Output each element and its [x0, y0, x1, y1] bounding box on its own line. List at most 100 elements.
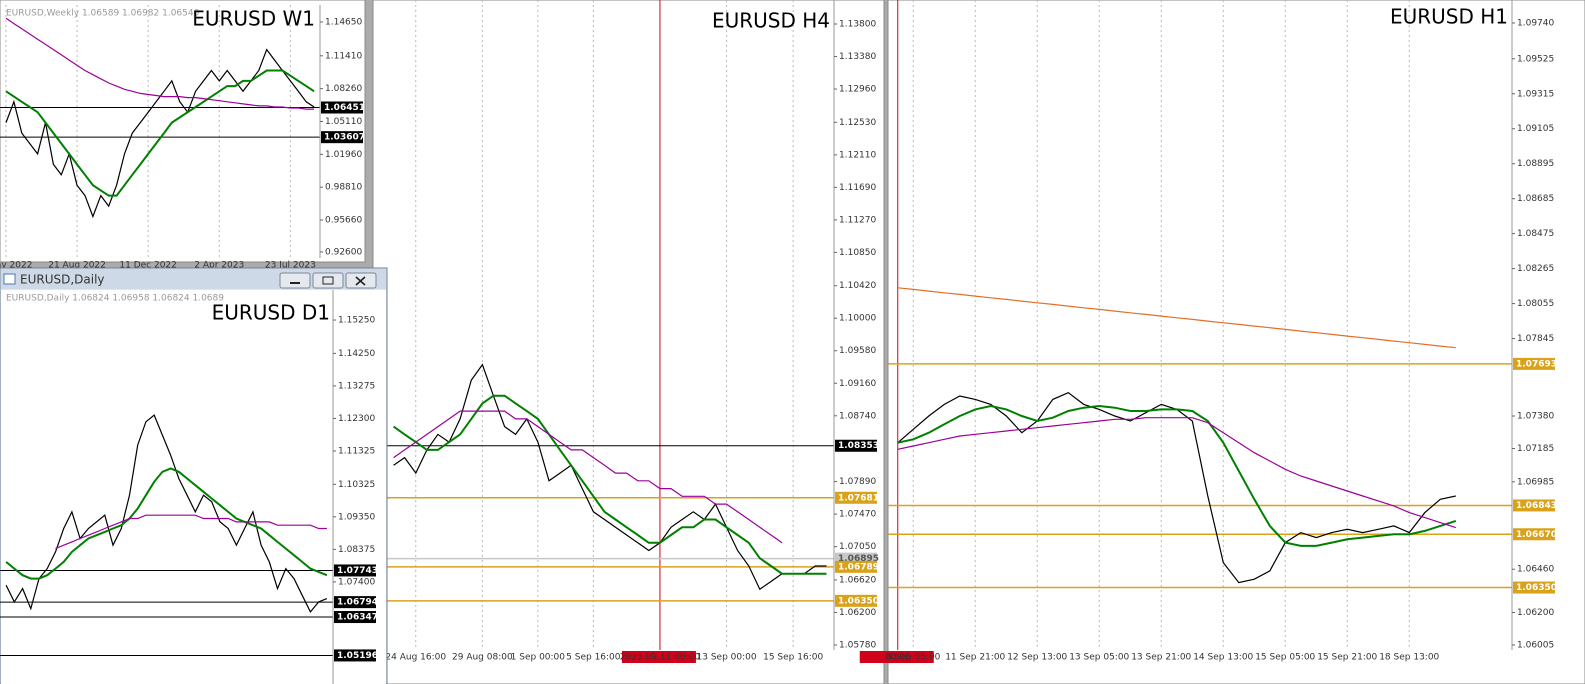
- x-tick-label: 24 Aug 16:00: [385, 653, 446, 663]
- x-tick-label: 21 Aug 2022: [48, 261, 106, 271]
- x-tick-label: 11 Dec 2022: [119, 261, 177, 271]
- x-tick-label: 13 Sep 00:00: [697, 653, 757, 663]
- y-tick-label: 1.12530: [839, 118, 876, 128]
- y-tick-label: 1.08685: [1517, 194, 1554, 204]
- y-tick-label: 1.08265: [1517, 264, 1554, 274]
- level-label-bg: [1513, 528, 1555, 541]
- level-label-bg: [1513, 499, 1555, 512]
- level-label-bg: [321, 131, 363, 144]
- level-label-bg: [321, 101, 363, 114]
- level-label-bg: [835, 560, 877, 573]
- y-tick-label: 1.08740: [839, 411, 876, 421]
- y-tick-label: 1.13275: [338, 381, 375, 391]
- y-tick-label: 1.06200: [1517, 608, 1554, 618]
- level-label: 1.06789: [838, 562, 879, 572]
- plot-area: [888, 0, 1512, 650]
- y-tick-label: 1.11690: [839, 183, 876, 193]
- level-label: 1.07693: [1516, 359, 1557, 369]
- x-tick-label: 15 Sep 21:00: [1317, 653, 1377, 663]
- moving-average: [897, 287, 1456, 349]
- x-tick-label: 1 Sep 00:00: [511, 653, 566, 663]
- y-tick-label: 1.10850: [839, 248, 876, 258]
- price-line: [393, 363, 827, 591]
- level-label: 1.06843: [1516, 501, 1557, 511]
- y-tick-label: 1.01960: [325, 150, 362, 160]
- x-tick-label: 11 Sep 21:00: [945, 653, 1005, 663]
- x-tick-label: 1 May 2022: [0, 261, 32, 271]
- y-tick-label: 1.11270: [839, 215, 876, 225]
- y-tick-label: 1.07400: [338, 577, 375, 587]
- y-tick-label: 1.07890: [839, 477, 876, 487]
- chart-background: [0, 0, 366, 263]
- x-tick-label: 15 Sep 16:00: [763, 653, 823, 663]
- y-tick-label: 1.09580: [839, 346, 876, 356]
- x-tick-label: 13 Sep 21:00: [1131, 653, 1191, 663]
- moving-average: [897, 404, 1457, 547]
- y-tick-label: 1.10325: [338, 480, 375, 490]
- chart-title: EURUSD H1: [1390, 5, 1508, 29]
- moving-average: [393, 410, 783, 544]
- level-label: 1.06451: [324, 103, 365, 113]
- x-tick-label: 14 Sep 13:00: [1193, 653, 1253, 663]
- level-label-bg: [1513, 581, 1555, 594]
- x-tick-label: 15 Sep 05:00: [1255, 653, 1315, 663]
- y-tick-label: 1.06985: [1517, 477, 1554, 487]
- y-tick-label: 1.14250: [338, 349, 375, 359]
- x-tick-label: 18 Sep 13:00: [1379, 653, 1439, 663]
- minimize-button[interactable]: [279, 272, 311, 289]
- y-tick-label: 1.13380: [839, 52, 876, 62]
- chart-background: [887, 0, 1585, 684]
- y-tick-label: 1.06620: [839, 575, 876, 585]
- moving-average: [393, 394, 827, 575]
- level-label: 1.07743: [337, 566, 378, 576]
- moving-average: [5, 69, 315, 197]
- y-tick-label: 0.98810: [325, 183, 362, 193]
- level-label-bg: [334, 564, 376, 577]
- chart-header: EURUSD,Weekly 1.06589 1.06982 1.06540: [6, 9, 200, 19]
- moving-average: [55, 514, 327, 550]
- moving-average: [5, 467, 328, 580]
- y-tick-label: 1.08895: [1517, 159, 1554, 169]
- level-label: 1.07681: [838, 493, 879, 503]
- level-label-bg: [835, 491, 877, 504]
- y-tick-label: 1.11410: [325, 51, 362, 61]
- chart-window: 24 Aug 16:00 29 Aug 08:001 Sep 00:00 5 Sep…: [372, 0, 885, 684]
- y-tick-label: 1.09105: [1517, 124, 1554, 134]
- y-tick-label: 1.09350: [338, 512, 375, 522]
- y-tick-label: 1.07845: [1517, 334, 1554, 344]
- chart-window: 1 May 2022 21 Aug 2022 11 Dec 2022 2 Apr 20…: [0, 0, 366, 271]
- plot-area: [0, 414, 333, 656]
- y-tick-label: 1.12960: [839, 85, 876, 95]
- x-tick-label: 23 Jul 2023: [265, 261, 316, 271]
- price-line: [5, 414, 328, 613]
- y-tick-label: 1.10420: [839, 281, 876, 291]
- level-label: 1.08353: [838, 441, 879, 451]
- level-label: 1.06350: [1516, 583, 1557, 593]
- level-label-bg: [334, 596, 376, 609]
- y-tick-label: 1.06200: [839, 608, 876, 618]
- x-tick-label: 2023.09.11 00:00: [620, 653, 701, 663]
- level-label-bg: [334, 611, 376, 624]
- y-tick-label: 1.07050: [839, 542, 876, 552]
- y-tick-label: 1.08260: [325, 84, 362, 94]
- level-label-bg: [835, 594, 877, 607]
- level-label: 1.06670: [1516, 530, 1557, 540]
- chart-window: 00:008 Sep 05:00 11 Sep 21:00 12 Sep 13:00…: [859, 0, 1585, 684]
- level-label: 1.03607: [324, 133, 365, 143]
- restore-button[interactable]: [312, 272, 344, 289]
- y-tick-label: 1.09740: [1517, 18, 1554, 28]
- y-tick-label: 1.08055: [1517, 299, 1554, 309]
- x-tick-label: 00:00: [885, 653, 911, 663]
- chart-background: [372, 0, 885, 684]
- plot-area: [373, 0, 834, 650]
- window-title: EURUSD,Daily: [20, 273, 105, 287]
- y-tick-label: 1.05780: [839, 640, 876, 650]
- y-tick-label: 1.09315: [1517, 89, 1554, 99]
- x-tick-label: 8 Sep 05:00: [886, 653, 941, 663]
- chart-header: EURUSD,Daily 1.06824 1.06958 1.06824 1.0…: [6, 294, 224, 304]
- level-label: 1.06347: [337, 613, 378, 623]
- level-label-bg: [835, 439, 877, 452]
- y-tick-label: 1.06460: [1517, 565, 1554, 575]
- level-label: 1.05196: [337, 651, 378, 661]
